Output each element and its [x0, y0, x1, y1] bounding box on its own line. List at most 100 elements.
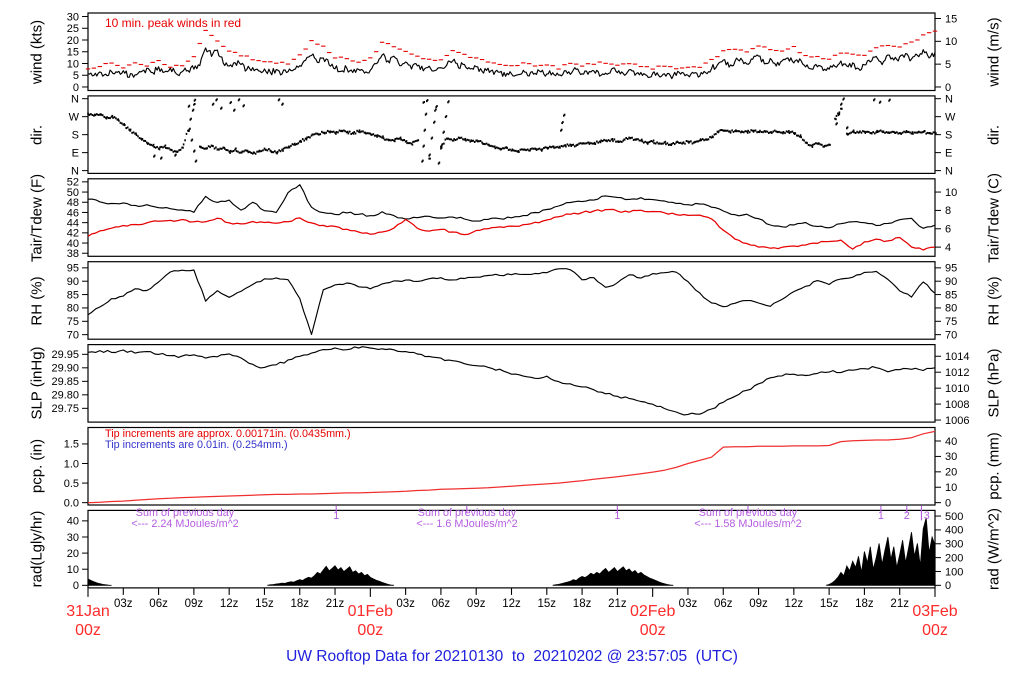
dir-dot	[907, 130, 910, 133]
series-tair_f	[87, 184, 936, 229]
y-tick-label-left: 95	[67, 263, 79, 275]
dir-dot	[459, 136, 461, 139]
dir-dot	[119, 121, 122, 124]
dir-dot	[135, 132, 137, 135]
dir-dot	[547, 147, 550, 149]
dir-dot	[335, 131, 338, 133]
dir-dot	[889, 98, 891, 101]
dir-dot	[884, 131, 886, 134]
dir-dot	[610, 138, 613, 141]
dir-dot	[498, 147, 501, 150]
y-tick-label-right: 80	[945, 303, 957, 315]
dir-dot	[912, 132, 914, 135]
y-tick-label-right: 100	[945, 566, 963, 578]
y-tick-label-right: 1012	[945, 367, 969, 379]
dir-dot	[701, 138, 704, 141]
dir-dot	[881, 130, 883, 133]
dir-dot	[376, 134, 379, 137]
y-tick-label-left: 10	[67, 58, 79, 70]
dir-dot	[709, 136, 711, 138]
x-day-label: 03Feb	[912, 603, 957, 620]
y-axis-label-pcp-mm: pcp. (mm)	[985, 432, 1003, 500]
y-tick-label-left: E	[72, 147, 79, 159]
dir-dot	[541, 149, 543, 152]
dir-dot	[571, 144, 573, 147]
dir-dot	[662, 142, 664, 145]
dir-dot	[607, 139, 610, 142]
dir-dot	[647, 141, 650, 144]
dir-dot	[485, 142, 488, 145]
dir-dot	[621, 140, 623, 143]
dir-dot	[159, 146, 161, 149]
dir-dot	[344, 130, 347, 133]
y-tick-label-left: 52	[67, 177, 79, 189]
dir-dot	[932, 131, 935, 134]
y-axis-label-rad-wm2: rad (W/m^2)	[985, 508, 1003, 591]
dir-dot	[737, 130, 739, 133]
dir-dot	[220, 106, 223, 109]
dir-dot	[417, 139, 420, 142]
dir-dot	[90, 113, 92, 116]
dir-dot	[546, 146, 548, 149]
x-tick-label: 12z	[220, 598, 239, 610]
dir-dot	[828, 143, 830, 146]
dir-dot	[190, 117, 192, 120]
dir-dot	[685, 140, 688, 142]
dir-dot	[187, 129, 189, 132]
dir-dot	[622, 139, 625, 142]
dir-dot	[611, 138, 614, 140]
dir-dot	[413, 140, 416, 143]
dir-dot	[103, 115, 105, 118]
dir-dot	[450, 138, 452, 141]
dir-dot	[293, 143, 295, 146]
dir-dot	[460, 136, 463, 139]
dir-dot	[903, 130, 905, 133]
y-axis-label-tair-f: Tair/Tdew (F)	[28, 173, 46, 262]
dir-dot	[441, 143, 444, 146]
dir-dot	[826, 144, 829, 147]
dir-dot	[710, 136, 713, 139]
dir-dot	[212, 102, 215, 105]
dir-dot	[282, 102, 284, 105]
dir-dot	[241, 150, 244, 153]
dir-dot	[368, 132, 370, 135]
dir-dot	[443, 142, 445, 145]
y-tick-label-left: 48	[67, 197, 79, 209]
dir-dot	[898, 132, 901, 135]
dir-dot	[687, 140, 689, 143]
series-rad-area	[552, 566, 674, 586]
dir-dot	[894, 132, 897, 134]
dir-dot	[172, 150, 175, 153]
dir-dot	[351, 132, 354, 135]
dir-dot	[219, 147, 222, 150]
dir-dot	[663, 141, 666, 144]
dir-dot	[671, 143, 673, 146]
dir-dot	[88, 113, 91, 116]
dir-dot	[215, 146, 217, 149]
dir-dot	[444, 138, 447, 141]
dir-dot	[221, 147, 223, 150]
dir-dot	[911, 131, 914, 134]
y-tick-label-left: N	[71, 93, 79, 105]
dir-dot	[207, 145, 210, 148]
dir-dot	[409, 142, 411, 145]
dir-dot	[853, 131, 855, 134]
dir-dot	[235, 150, 238, 153]
dir-dot	[494, 147, 497, 150]
dir-dot	[125, 127, 127, 130]
dir-dot	[346, 131, 348, 134]
dir-dot	[632, 138, 635, 141]
dir-dot	[728, 130, 730, 133]
dir-dot	[609, 140, 611, 143]
dir-dot	[715, 133, 717, 135]
dir-dot	[925, 132, 927, 135]
dir-dot	[518, 151, 520, 153]
dir-dot	[813, 143, 816, 146]
dir-dot	[129, 129, 131, 132]
dir-dot	[422, 101, 425, 104]
dir-dot	[132, 131, 135, 134]
dir-dot	[604, 139, 607, 142]
dir-dot	[378, 135, 380, 138]
dir-dot	[399, 136, 402, 139]
